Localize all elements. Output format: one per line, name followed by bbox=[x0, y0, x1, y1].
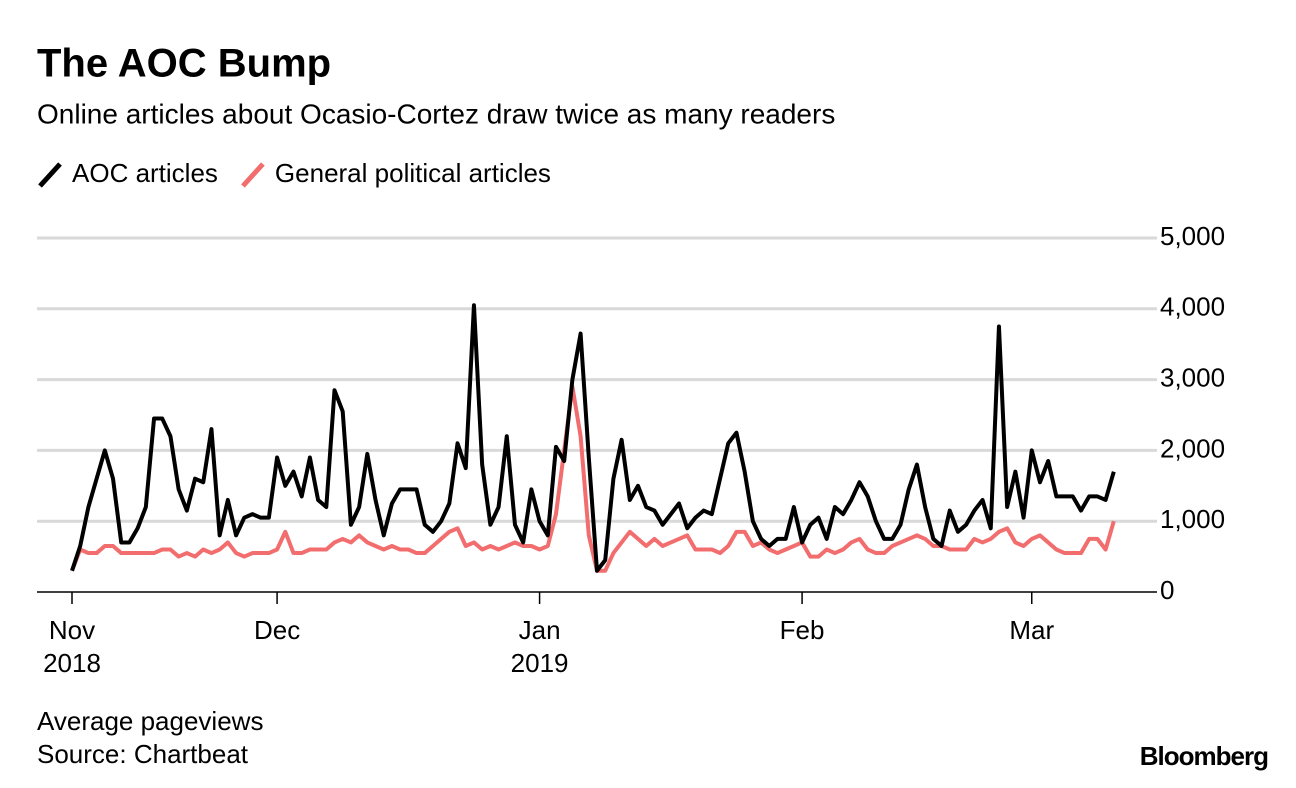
chart-subtitle: Online articles about Ocasio-Cortez draw… bbox=[37, 98, 835, 129]
y-tick-label: 1,000 bbox=[1160, 504, 1225, 534]
y-tick-label: 5,000 bbox=[1160, 221, 1225, 251]
brand: Bloomberg bbox=[1140, 741, 1268, 771]
legend-swatch bbox=[241, 162, 265, 188]
x-tick-label: Nov 2018 bbox=[43, 615, 101, 678]
y-tick-label: 0 bbox=[1160, 575, 1174, 605]
line-series bbox=[70, 384, 1116, 573]
y-tick-label: 2,000 bbox=[1160, 433, 1225, 463]
y-tick-label: 4,000 bbox=[1160, 292, 1225, 322]
legend-swatch bbox=[38, 162, 62, 188]
source: Source: Chartbeat bbox=[37, 739, 249, 769]
legend-label: AOC articles bbox=[72, 158, 218, 188]
y-tick-label: 3,000 bbox=[1160, 362, 1225, 392]
legend-label: General political articles bbox=[275, 158, 551, 188]
x-tick-label: Feb bbox=[779, 615, 825, 645]
x-tick-label: Jan 2019 bbox=[510, 615, 569, 678]
line-series bbox=[70, 303, 1116, 573]
note: Average pageviews bbox=[37, 706, 263, 736]
chart-title: The AOC Bump bbox=[37, 42, 331, 86]
x-tick-label: Dec bbox=[253, 615, 301, 645]
x-tick-label: Mar bbox=[1009, 615, 1055, 645]
